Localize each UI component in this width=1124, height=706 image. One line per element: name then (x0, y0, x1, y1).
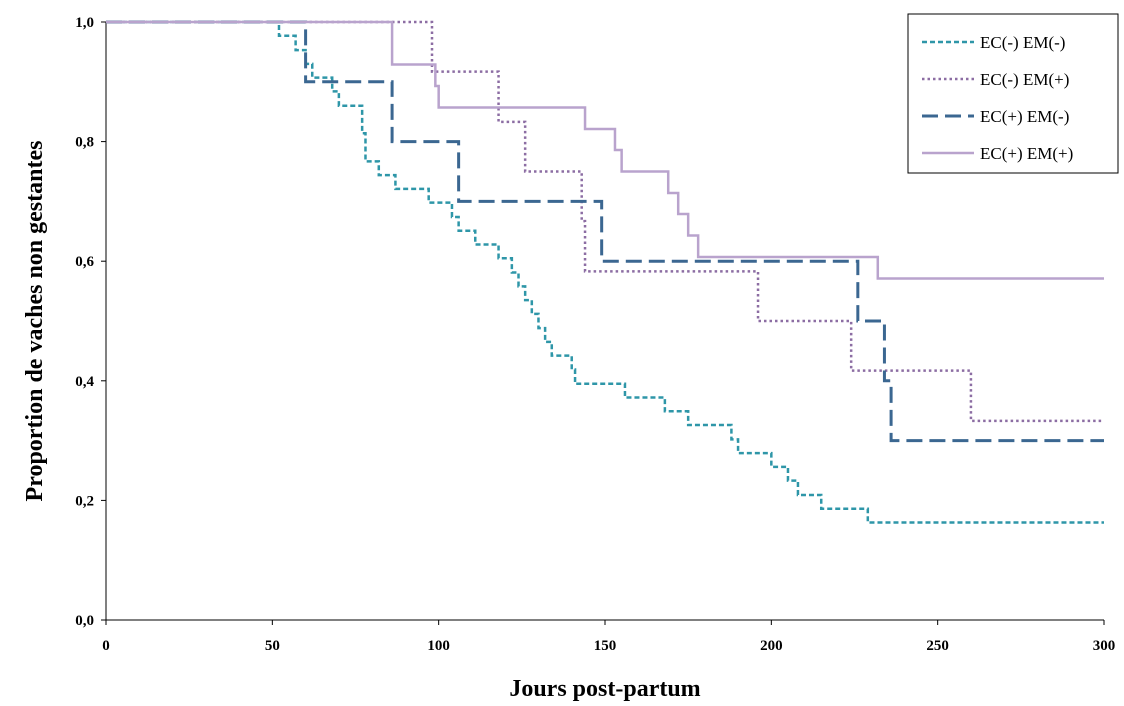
legend-label-3: EC(+) EM(-) (980, 107, 1069, 126)
legend-label-1: EC(-) EM(-) (980, 33, 1065, 52)
y-ticks: 0,0 0,2 0,4 0,6 0,8 1,0 (75, 15, 106, 629)
legend-label-4: EC(+) EM(+) (980, 144, 1073, 163)
series-line-3 (106, 20, 1104, 443)
series-line-4 (106, 20, 1104, 280)
y-tick-label: 0,4 (75, 374, 94, 390)
x-tick-label: 50 (265, 638, 280, 654)
x-tick-label: 150 (594, 638, 617, 654)
x-tick-label: 100 (427, 638, 450, 654)
y-tick-label: 0,2 (75, 493, 94, 509)
x-ticks: 0 50 100 150 200 250 300 (102, 620, 1115, 654)
y-axis-title: Proportion de vaches non gestantes (22, 141, 48, 502)
x-axis-title: Jours post-partum (509, 676, 700, 702)
legend: EC(-) EM(-) EC(-) EM(+) EC(+) EM(-) EC(+) E… (907, 13, 1119, 174)
y-tick-label: 0,6 (75, 254, 94, 270)
x-tick-label: 0 (102, 638, 110, 654)
y-tick-label: 1,0 (75, 15, 94, 31)
legend-box (907, 13, 1119, 174)
x-tick-label: 300 (1093, 638, 1116, 654)
x-tick-label: 200 (760, 638, 783, 654)
series-layer (106, 20, 1104, 524)
legend-label-2: EC(-) EM(+) (980, 70, 1069, 89)
series-line-1 (106, 20, 1104, 524)
y-tick-label: 0,0 (75, 613, 94, 629)
x-tick-label: 250 (926, 638, 949, 654)
series-line-2 (106, 20, 1104, 423)
y-tick-label: 0,8 (75, 135, 94, 151)
